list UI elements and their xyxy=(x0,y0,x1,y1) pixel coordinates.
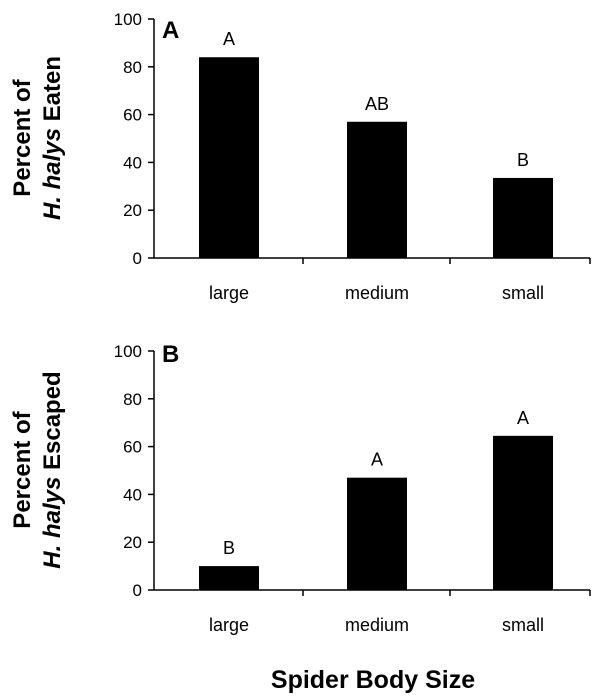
panel-a-significance-label: AB xyxy=(365,94,389,114)
panel-b-y-tick-label: 60 xyxy=(123,438,142,457)
panel-a-category-label: large xyxy=(209,283,249,303)
panel-b-letter: B xyxy=(162,341,179,368)
panel-a-category-label: small xyxy=(502,283,544,303)
panel-b-y-axis-label-line1: Percent of xyxy=(9,410,36,528)
panel-a-y-tick-label: 20 xyxy=(123,201,142,220)
panel-a-y-axis-label: Percent of H. halys Eaten xyxy=(9,56,66,220)
panel-b-y-tick-label: 100 xyxy=(114,342,142,361)
panel-a-y-tick-label: 100 xyxy=(114,10,142,29)
panel-a-bar-small xyxy=(493,177,553,258)
panel-b-y-axis-label-measure: Escaped xyxy=(39,371,66,476)
panel-b-category-label: small xyxy=(502,615,544,635)
panel-a-category-label: medium xyxy=(345,283,409,303)
panel-a-y-axis-label-measure: Eaten xyxy=(39,56,66,128)
panel-b-y-axis-label: Percent of H. halys Escaped xyxy=(9,371,66,568)
panel-a-significance-label: B xyxy=(517,150,529,170)
panel-a-y-tick-label: 60 xyxy=(123,106,142,125)
panel-a-bar-medium xyxy=(347,121,407,259)
panel-a-significance-label: A xyxy=(223,29,235,49)
panel-b-bar-small xyxy=(493,435,553,590)
panel-b-y-tick-label: 80 xyxy=(123,390,142,409)
panel-a-letter: A xyxy=(162,17,179,44)
panel-b-y-tick-label: 40 xyxy=(123,485,142,504)
panel-b-significance-label: A xyxy=(371,450,383,470)
panel-a-y-axis-label-species: H. halys xyxy=(39,128,66,220)
panel-a-y-tick-label: 40 xyxy=(123,153,142,172)
panel-a-y-tick-label: 0 xyxy=(133,249,142,268)
panel-b-category-label: medium xyxy=(345,615,409,635)
panel-b-bar-medium xyxy=(347,477,407,590)
panel-a-bar-large xyxy=(199,57,259,258)
panel-b-significance-label: B xyxy=(223,538,235,558)
x-axis-label: Spider Body Size xyxy=(271,666,475,694)
panel-b-y-tick-label: 20 xyxy=(123,533,142,552)
panel-a-y-axis-label-line1: Percent of xyxy=(9,78,36,196)
panel-a-y-tick-label: 80 xyxy=(123,58,142,77)
panel-b-y-axis-label-species: H. halys xyxy=(39,477,66,569)
panel-b-bar-large xyxy=(199,566,259,590)
panel-b-significance-label: A xyxy=(517,408,529,428)
panel-b-y-tick-label: 0 xyxy=(133,581,142,600)
panel-b-category-label: large xyxy=(209,615,249,635)
